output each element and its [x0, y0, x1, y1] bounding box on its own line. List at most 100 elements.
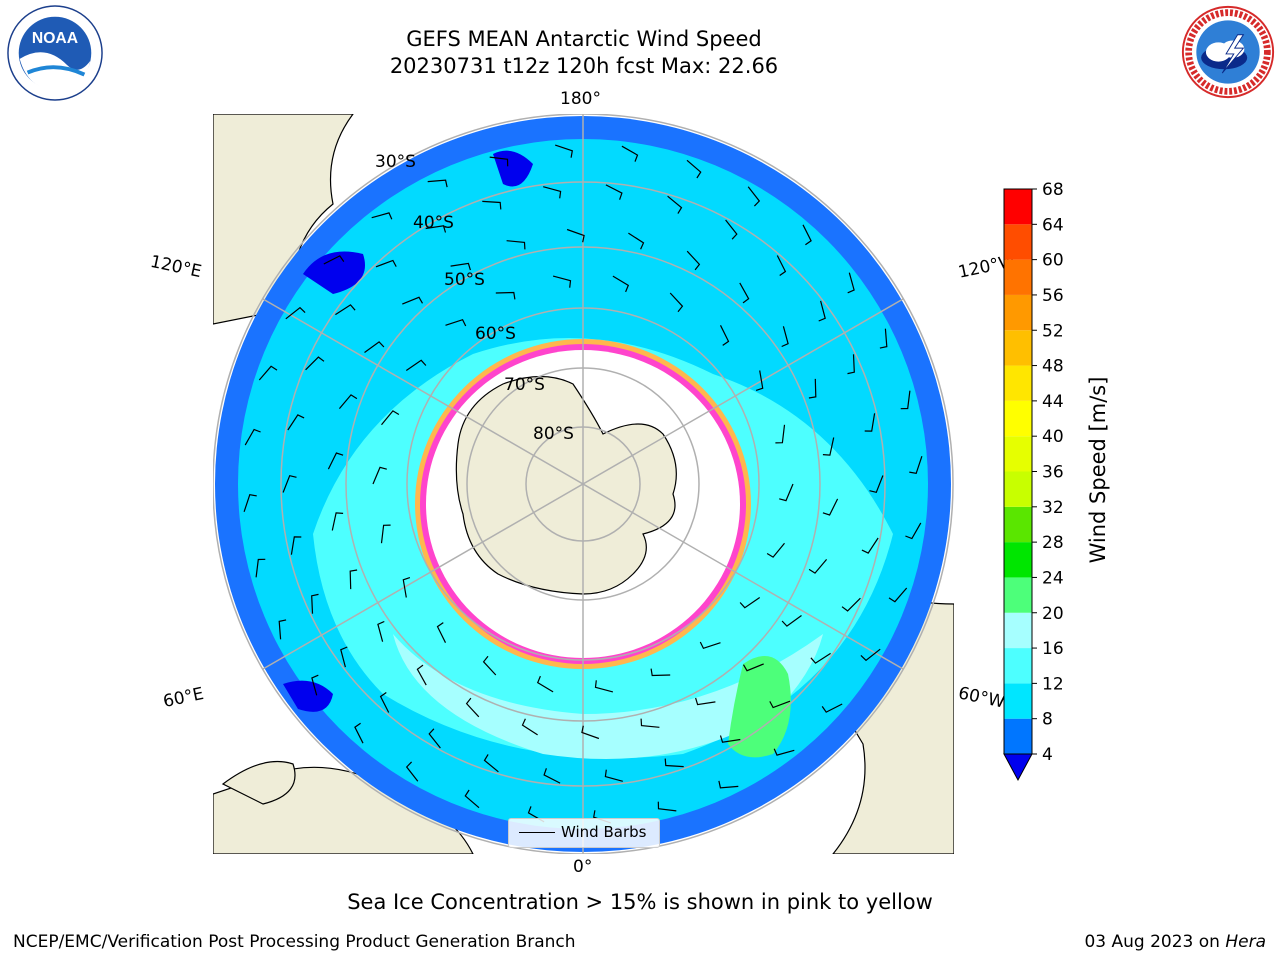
- wind-barb: [808, 378, 817, 399]
- colorbar-block: [1004, 224, 1032, 260]
- colorbar-block: [1004, 506, 1032, 543]
- wind-barb: [594, 680, 614, 693]
- wind-barb: [581, 725, 600, 740]
- wind-barb: [628, 232, 645, 250]
- wind-barb: [718, 780, 739, 789]
- wind-barb: [621, 145, 639, 162]
- map-legend: Wind Barbs: [508, 818, 660, 848]
- sea-ice-caption: Sea Ice Concentration > 15% is shown in …: [347, 890, 933, 914]
- wind-barb: [405, 761, 419, 782]
- colorbar-block: [1004, 683, 1032, 719]
- lat-label-30s: 30°S: [375, 152, 416, 172]
- wind-barb: [371, 212, 393, 220]
- wind-max-region: [728, 656, 791, 758]
- wind-barb: [781, 615, 802, 627]
- wind-barb: [888, 587, 908, 603]
- wind-barb: [402, 296, 424, 305]
- wind-barb: [405, 359, 427, 371]
- lon-label-0: 0°: [573, 857, 593, 877]
- colorbar-tick-label: 56: [1042, 286, 1064, 306]
- wind-barb: [864, 413, 876, 432]
- nws-logo: [1181, 5, 1275, 99]
- wind-barb: [766, 542, 785, 558]
- wind-barb: [483, 754, 499, 773]
- colorbar-tick-label: 4: [1042, 745, 1053, 765]
- wind-barb: [290, 536, 302, 555]
- wind-barb: [255, 558, 266, 578]
- colorbar-tick-label: 20: [1042, 604, 1064, 624]
- wind-barb: [331, 512, 344, 531]
- wind-barb: [278, 619, 287, 640]
- wind-barb: [335, 304, 356, 316]
- wind-barb: [489, 156, 509, 167]
- wind-barb: [860, 648, 881, 662]
- colorbar-tick-label: 28: [1042, 533, 1064, 553]
- wind-barb: [425, 225, 447, 233]
- footer-date-text: 03 Aug 2023 on: [1084, 932, 1226, 952]
- wind-barb: [822, 437, 835, 456]
- wind-barb: [536, 675, 554, 693]
- wind-barb: [669, 292, 684, 313]
- wind-barb: [821, 703, 843, 713]
- colorbar-label: Wind Speed [m/s]: [1086, 376, 1110, 564]
- colorbar-tick-label: 44: [1042, 392, 1064, 412]
- colorbar-block: [1004, 400, 1032, 437]
- colorbar-block: [1004, 648, 1032, 684]
- wind-barb: [543, 768, 561, 784]
- colorbar-block: [1004, 365, 1032, 401]
- colorbar-tick-label: 12: [1042, 674, 1064, 694]
- colorbar-block: [1004, 259, 1032, 295]
- legend-barb-line: [519, 832, 555, 833]
- wind-barb: [340, 646, 348, 668]
- wind-barb: [773, 748, 795, 756]
- wind-barb: [755, 370, 764, 391]
- wind-barb: [566, 228, 585, 243]
- wind-barb: [305, 356, 325, 371]
- graticule: [213, 114, 954, 854]
- wind-barb: [381, 410, 400, 426]
- footer-host: Hera: [1225, 932, 1266, 952]
- wind-barb: [311, 674, 319, 696]
- wind-barb: [416, 664, 427, 686]
- lat-label-60s: 60°S: [475, 324, 516, 344]
- wind-barb: [327, 452, 344, 470]
- wind-barb: [282, 474, 297, 493]
- wind-barb: [847, 354, 855, 375]
- lat-label-40s: 40°S: [413, 213, 454, 233]
- wind-barb: [742, 663, 764, 672]
- noaa-logo-text: NOAA: [32, 30, 78, 47]
- map-panel: [213, 114, 954, 854]
- colorbar-block: [1004, 612, 1032, 649]
- wind-barb: [285, 306, 306, 320]
- wind-barb: [604, 769, 623, 782]
- wind-barb: [781, 326, 789, 348]
- colorbar-tick-label: 36: [1042, 463, 1064, 483]
- colorbar-tick-label: 64: [1042, 215, 1064, 235]
- wind-barb: [747, 186, 761, 207]
- wind-barb: [810, 652, 831, 664]
- wind-barb: [495, 291, 516, 300]
- wind-barb: [695, 697, 716, 706]
- footer-date: 03 Aug 2023 on Hera: [1084, 932, 1266, 952]
- wind-barb: [667, 195, 683, 214]
- wind-barb: [779, 483, 794, 502]
- wind-barb: [402, 577, 411, 598]
- wind-barb: [258, 365, 278, 381]
- wind-barb: [379, 692, 390, 713]
- wind-barb: [900, 390, 911, 410]
- wind-barb: [905, 522, 922, 540]
- wind-barb: [427, 179, 448, 188]
- wind-barb: [650, 668, 671, 677]
- colorbar-under-triangle: [1003, 753, 1033, 782]
- wind-barb: [822, 498, 839, 516]
- wind-barb: [841, 597, 861, 612]
- wind-barb: [725, 219, 738, 240]
- land-madagascar: [221, 760, 296, 805]
- wind-barb: [338, 394, 358, 409]
- wind-barb: [818, 300, 826, 322]
- lon-label-120e: 120°E: [148, 251, 204, 283]
- wind-barb: [375, 259, 397, 268]
- colorbar-tick-label: 60: [1042, 251, 1064, 271]
- noaa-logo: NOAA: [7, 5, 103, 101]
